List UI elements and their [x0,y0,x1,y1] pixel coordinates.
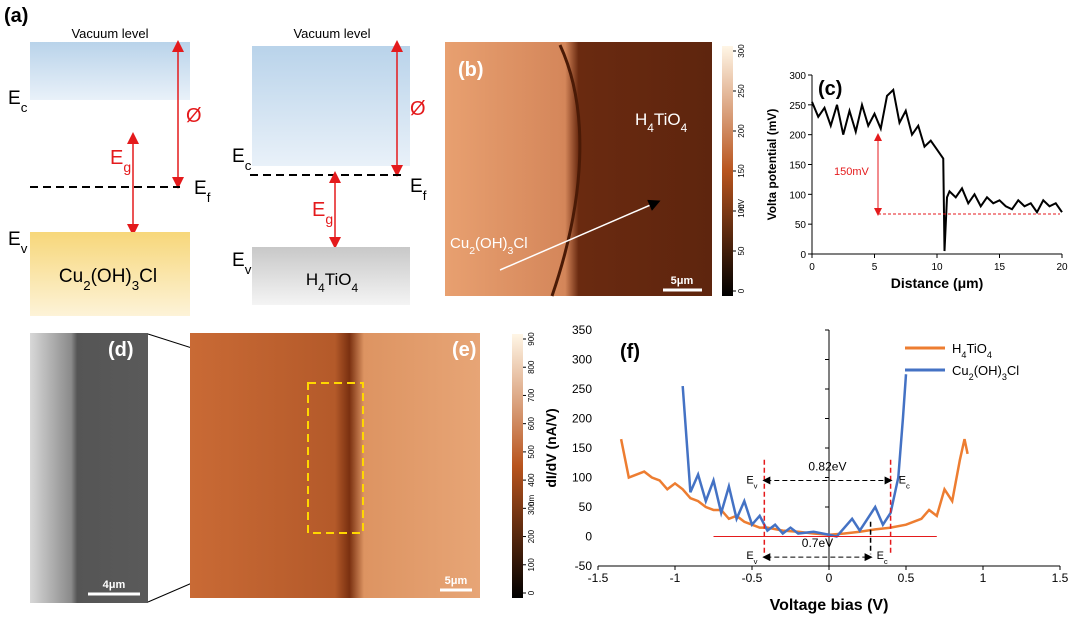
y-tick-label: 100 [572,471,592,485]
y-tick-label: 0 [585,530,592,544]
ev-label: Ev [232,250,252,277]
y-tick-label: 300 [789,71,806,82]
legend-label: Cu2(OH)3Cl [952,363,1019,382]
eg-label: Eg [110,147,131,175]
scale-label: 5μm [445,575,468,587]
colorbar-tick-label: 700 [527,388,536,402]
colorbar-unit: nm [527,495,536,506]
y-tick-label: 150 [789,161,806,172]
colorbar-tick-label: 400 [527,473,536,487]
y-tick-label: 200 [572,412,592,426]
x-tick-label: 15 [994,262,1006,273]
ef-label: Ef [194,178,211,205]
scale-label: 5μm [671,275,694,287]
colorbar-tick-label: 900 [527,332,536,346]
figure: (a) Vacuum level Ec Ø Ef Eg Ev Cu2(OH)3C… [0,0,1073,619]
y-tick-label: 300 [572,353,592,367]
panel-label: (a) [4,5,28,27]
annotation: Ev [746,474,757,490]
x-tick-label: 10 [931,262,943,273]
panel-label: (c) [818,78,842,100]
panel-label: (d) [108,339,134,361]
ec-label: Ec [8,88,28,115]
phi-label: Ø [410,98,426,120]
annotation: Ec [877,550,888,566]
vacuum-label: Vacuum level [71,26,148,41]
x-tick-label: 0 [826,571,833,585]
vacuum-label: Vacuum level [293,26,370,41]
y-tick-label: 250 [572,382,592,396]
colorbar-tick-label: 800 [527,360,536,374]
y-tick-label: 50 [579,500,593,514]
x-tick-label: -0.5 [742,571,763,585]
sem-image [30,333,148,603]
colorbar-tick-label: 250 [737,84,746,98]
y-tick-label: 200 [789,131,806,142]
data-line [621,439,968,535]
conduction-band [30,42,190,100]
annotation: 0.7eV [802,536,833,550]
colorbar-tick-label: 600 [527,416,536,430]
ec-label: Ec [232,146,252,173]
colorbar [722,46,733,296]
phi-label: Ø [186,105,202,127]
panel-label: (e) [452,339,476,361]
x-axis-label: Distance (μm) [891,275,984,291]
panel-label: (b) [458,59,484,81]
y-tick-label: 0 [800,250,806,261]
colorbar-tick-label: 200 [737,124,746,138]
annotation: Ec [899,474,910,490]
ev-label: Ev [8,229,28,256]
x-tick-label: 0 [809,262,815,273]
eg-label: Eg [312,199,333,227]
colorbar [512,334,523,598]
y-tick-label: 350 [572,323,592,337]
annotation: 150mV [834,166,870,178]
x-tick-label: -1 [670,571,681,585]
x-tick-label: 0.5 [898,571,915,585]
ef-label: Ef [410,176,427,203]
panel-label: (f) [620,341,640,363]
y-tick-label: 100 [789,190,806,201]
colorbar-tick-label: 150 [737,164,746,178]
annotation: 0.82eV [808,459,846,473]
colorbar-tick-label: 200 [527,529,536,543]
colorbar-tick-label: 100 [527,558,536,572]
y-tick-label: 250 [789,101,806,112]
colorbar-tick-label: 500 [527,445,536,459]
colorbar-tick-label: 300 [737,44,746,58]
x-axis-label: Voltage bias (V) [770,597,889,614]
y-tick-label: 150 [572,441,592,455]
x-tick-label: 1 [980,571,987,585]
x-tick-label: 1.5 [1052,571,1069,585]
annotation: Ev [746,550,757,566]
x-tick-label: -1.5 [588,571,609,585]
y-tick-label: 50 [795,220,807,231]
x-tick-label: 5 [872,262,878,273]
conduction-band [252,46,410,166]
y-axis-label: dI/dV (nA/V) [543,408,559,487]
legend-label: H4TiO4 [952,341,992,360]
afm-image [190,333,480,598]
colorbar-unit: mV [737,198,746,211]
colorbar-tick-label: 50 [737,246,746,255]
data-line [683,374,906,536]
x-tick-label: 20 [1056,262,1068,273]
y-axis-label: Volta potential (mV) [765,109,779,221]
scale-label: 4μm [103,579,126,591]
colorbar-tick-label: 0 [527,590,536,595]
colorbar-tick-label: 0 [737,288,746,293]
